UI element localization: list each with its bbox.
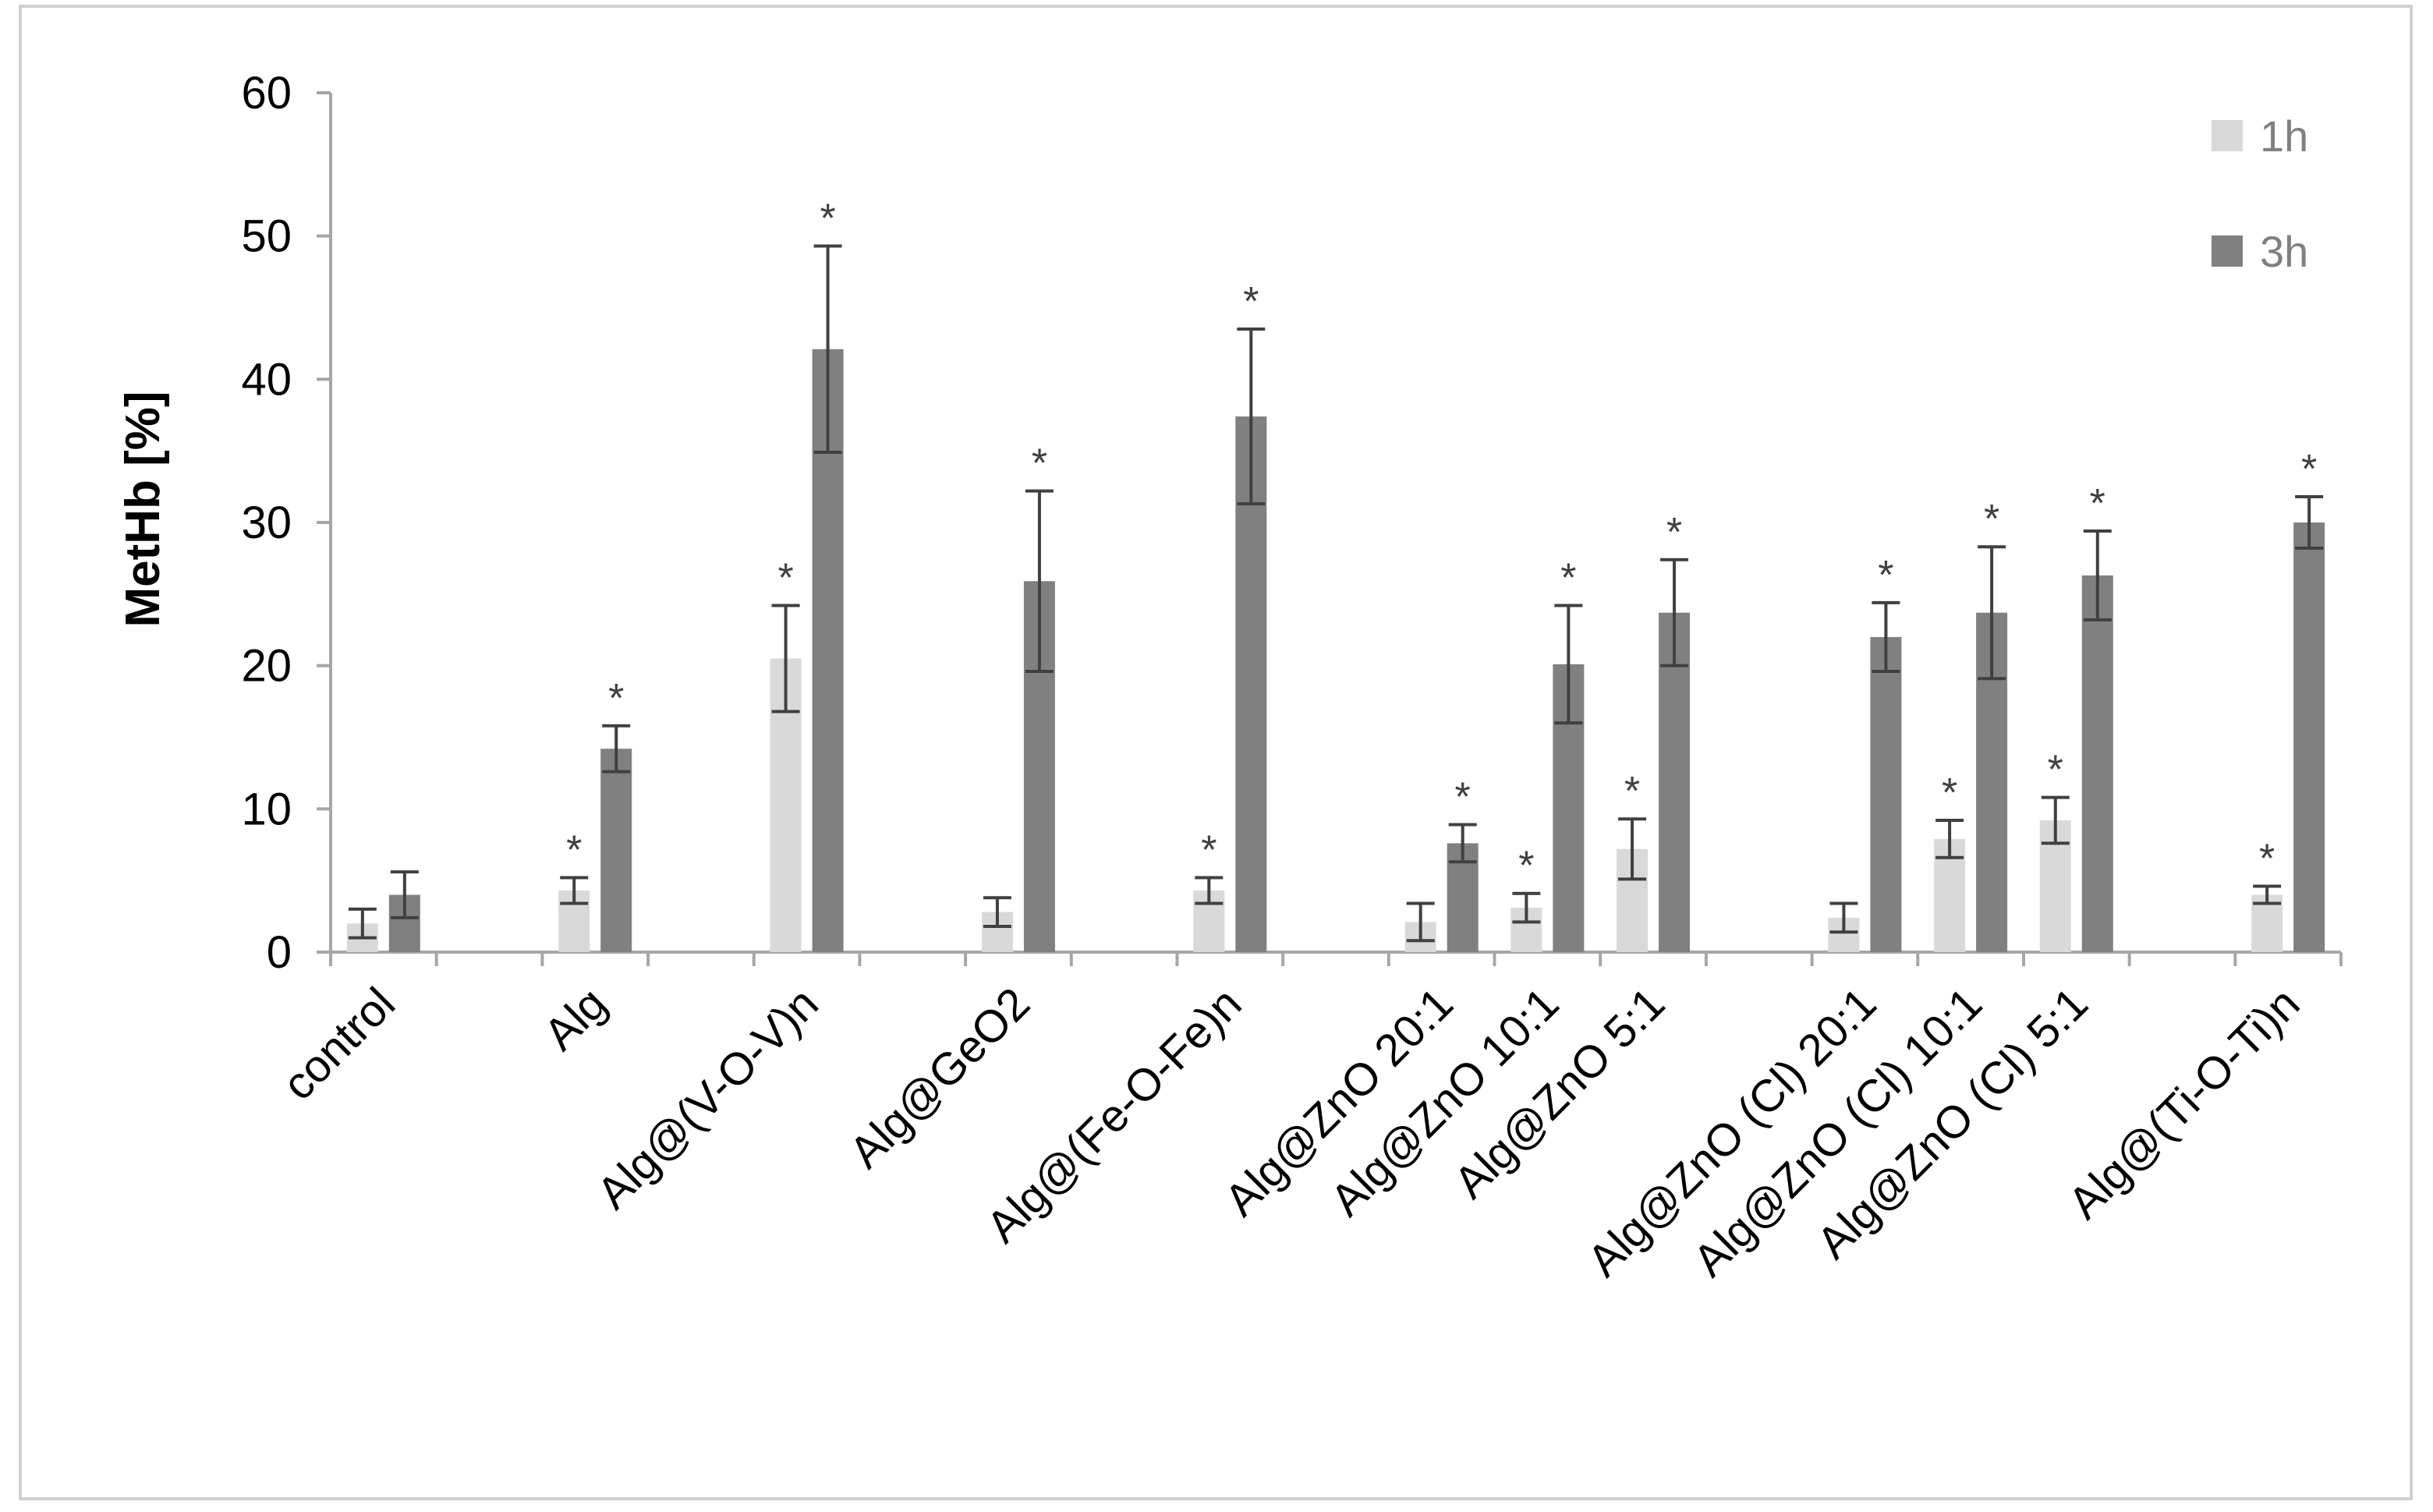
y-tick-label: 60 bbox=[241, 68, 292, 119]
significance-marker: * bbox=[1666, 510, 1682, 555]
significance-marker: * bbox=[2301, 447, 2317, 492]
legend-swatch-1h bbox=[2212, 120, 2243, 151]
y-tick-label: 10 bbox=[241, 784, 292, 834]
significance-marker: * bbox=[1243, 279, 1259, 324]
significance-marker: * bbox=[1201, 827, 1216, 873]
chart-frame: MetHb [%] 0 10 20 30 40 50 60 control * * Alg * * Alg… bbox=[19, 5, 2413, 1500]
significance-marker: * bbox=[1878, 553, 1893, 598]
legend-label: 1h bbox=[2260, 112, 2308, 161]
bar-3h bbox=[2081, 575, 2113, 952]
y-axis-label: MetHb [%] bbox=[116, 391, 170, 627]
legend-swatch-3h bbox=[2212, 235, 2243, 267]
y-tick-label: 50 bbox=[241, 211, 292, 262]
x-tick-label: Alg@(Ti-O-Ti)n bbox=[2059, 978, 2310, 1229]
significance-marker: * bbox=[777, 556, 793, 601]
legend: 1h 3h bbox=[2212, 112, 2308, 276]
significance-marker: * bbox=[820, 197, 835, 242]
significance-marker: * bbox=[608, 676, 624, 721]
x-tick-label: Alg@(V-O-V)n bbox=[587, 978, 828, 1219]
bar-chart: MetHb [%] 0 10 20 30 40 50 60 control * * Alg * * Alg… bbox=[116, 68, 2343, 1287]
bar-3h bbox=[1659, 612, 1691, 952]
bar-3h bbox=[2293, 522, 2325, 952]
y-tick-label: 0 bbox=[267, 927, 292, 978]
significance-marker: * bbox=[1942, 770, 1957, 816]
significance-marker: * bbox=[1984, 497, 1999, 542]
x-tick-label: Alg@GeO2 bbox=[840, 978, 1039, 1177]
y-tick-label: 20 bbox=[241, 641, 292, 692]
significance-marker: * bbox=[1032, 441, 1047, 487]
plot-area: 0 10 20 30 40 50 60 control * * Alg * * Alg@(V-O-V)n *… bbox=[241, 68, 2343, 1287]
bar-3h bbox=[1235, 416, 1267, 952]
x-tick-label: Alg bbox=[534, 978, 616, 1060]
significance-marker: * bbox=[1455, 775, 1471, 820]
y-tick-label: 40 bbox=[241, 354, 292, 405]
significance-marker: * bbox=[1518, 844, 1534, 889]
bar-3h bbox=[600, 749, 632, 952]
significance-marker: * bbox=[1560, 556, 1576, 601]
x-tick-label: control bbox=[273, 978, 405, 1110]
significance-marker: * bbox=[2090, 481, 2105, 526]
bar-3h bbox=[1870, 636, 1902, 952]
significance-marker: * bbox=[566, 827, 582, 873]
significance-marker: * bbox=[2259, 837, 2275, 882]
significance-marker: * bbox=[1624, 769, 1640, 814]
y-tick-label: 30 bbox=[241, 498, 292, 548]
significance-marker: * bbox=[2048, 748, 2063, 793]
legend-label: 3h bbox=[2260, 227, 2308, 276]
